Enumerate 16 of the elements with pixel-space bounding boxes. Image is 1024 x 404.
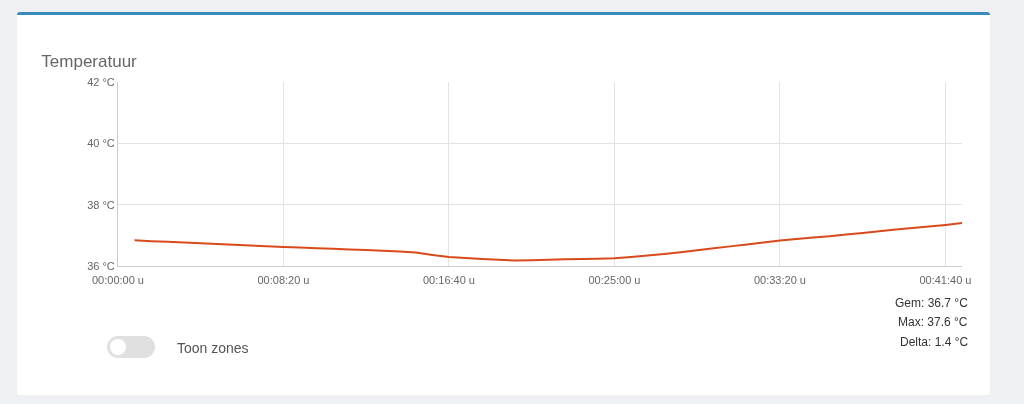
x-tick-label: 00:25:00 u <box>588 274 641 287</box>
x-tick-label: 00:00:00 u <box>92 274 144 287</box>
text: Gem: 36.7 °C <box>895 296 969 310</box>
y-tick-label: 38 °C <box>87 198 115 211</box>
x-tick-label: 00:41:40 u <box>919 274 972 287</box>
x-tick-label: 00:33:20 u <box>753 274 806 287</box>
y-tick-label: 42 °C <box>87 75 115 88</box>
y-tick-label: 40 °C <box>87 137 115 150</box>
y-tick-label: 36 °C <box>87 259 115 272</box>
line-series <box>133 222 962 262</box>
x-tick-label: 00:08:20 u <box>257 274 310 287</box>
chart-title: Temperatuur <box>41 51 138 71</box>
text: Toon zones <box>177 340 249 356</box>
text: Max: 37.6 °C <box>898 315 968 329</box>
x-tick-label: 00:16:40 u <box>422 274 475 287</box>
text: Delta: 1.4 °C <box>900 335 969 349</box>
